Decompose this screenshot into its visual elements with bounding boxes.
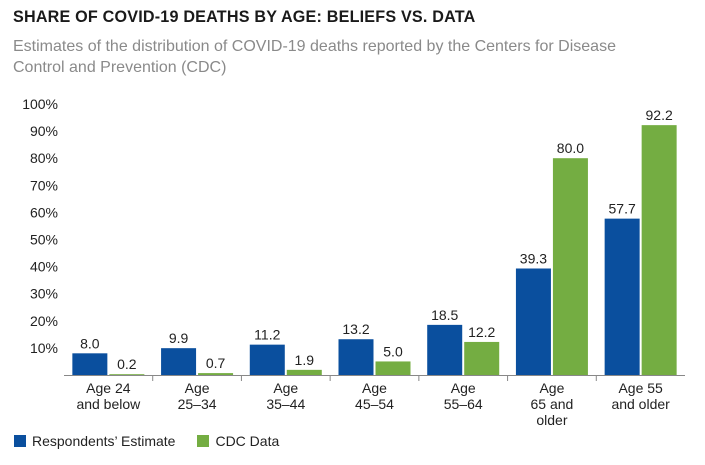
- data-label-estimate: 18.5: [431, 307, 458, 323]
- bar-cdc: [464, 341, 500, 375]
- data-label-estimate: 8.0: [80, 335, 100, 351]
- y-tick-label: 80%: [30, 150, 58, 166]
- chart-subtitle: Estimates of the distribution of COVID-1…: [13, 38, 616, 76]
- y-tick-label: 10%: [30, 340, 58, 356]
- x-tick-label: Age: [539, 380, 564, 396]
- x-tick-label: Age: [185, 380, 210, 396]
- y-tick-label: 100%: [22, 96, 58, 112]
- legend-label-cdc: CDC Data: [215, 433, 280, 449]
- data-label-estimate: 9.9: [169, 330, 189, 346]
- legend-swatch-cdc: [197, 435, 210, 447]
- x-tick-label: Age: [273, 380, 298, 396]
- data-label-cdc: 80.0: [557, 140, 584, 156]
- x-tick-label: and below: [76, 396, 141, 412]
- data-label-cdc: 5.0: [383, 343, 403, 359]
- x-tick-label: 55–64: [444, 396, 483, 412]
- data-label-cdc: 0.2: [117, 356, 137, 372]
- bar-estimate: [338, 339, 374, 375]
- x-tick-label: Age 24: [86, 380, 131, 396]
- bar-cdc: [375, 361, 411, 375]
- bar-estimate: [161, 348, 197, 375]
- x-tick-label: and older: [611, 396, 670, 412]
- x-tick-label: Age: [362, 380, 387, 396]
- data-label-estimate: 11.2: [254, 327, 280, 343]
- x-tick-label: Age 55: [618, 380, 663, 396]
- x-tick-label: 45–54: [355, 396, 394, 412]
- legend: Respondents’ Estimate CDC Data: [14, 432, 301, 450]
- bar-cdc: [552, 158, 588, 375]
- bar-cdc: [641, 125, 677, 375]
- bar-estimate: [604, 218, 640, 375]
- data-label-estimate: 39.3: [520, 250, 547, 266]
- data-label-cdc: 1.9: [295, 352, 315, 368]
- chart-title: SHARE OF COVID-19 DEATHS BY AGE: BELIEFS…: [13, 7, 476, 26]
- x-tick-label: older: [536, 412, 567, 428]
- bar-estimate: [515, 268, 551, 375]
- bar-cdc: [198, 373, 234, 375]
- bar-cdc: [109, 374, 145, 375]
- y-tick-label: 40%: [30, 259, 58, 275]
- bar-estimate: [427, 324, 463, 375]
- data-label-cdc: 0.7: [206, 355, 226, 371]
- bar-chart: 10% 20% 30% 40% 50% 60% 70% 80% 90% 100% 8.0 0.2 Age…: [22, 96, 685, 428]
- bar-estimate: [249, 344, 285, 375]
- y-tick-label: 60%: [30, 204, 58, 220]
- legend-item-estimate: Respondents’ Estimate: [14, 433, 175, 449]
- data-label-estimate: 13.2: [342, 321, 369, 337]
- y-tick-label: 50%: [30, 232, 58, 248]
- x-tick-label: Age: [451, 380, 476, 396]
- legend-label-estimate: Respondents’ Estimate: [32, 433, 176, 449]
- x-tick-label: 25–34: [178, 396, 217, 412]
- data-label-cdc: 92.2: [646, 107, 673, 123]
- x-tick-label: 35–44: [266, 396, 305, 412]
- y-tick-label: 20%: [30, 313, 58, 329]
- y-tick-label: 30%: [30, 286, 58, 302]
- legend-swatch-estimate: [14, 435, 26, 447]
- legend-item-cdc: CDC Data: [197, 433, 279, 449]
- bar-cdc: [286, 369, 322, 375]
- bar-estimate: [72, 353, 108, 375]
- data-label-estimate: 57.7: [609, 201, 636, 217]
- y-tick-label: 90%: [30, 123, 58, 139]
- y-tick-label: 70%: [30, 177, 58, 193]
- data-label-cdc: 12.2: [468, 324, 495, 340]
- x-tick-label: 65 and: [531, 396, 574, 412]
